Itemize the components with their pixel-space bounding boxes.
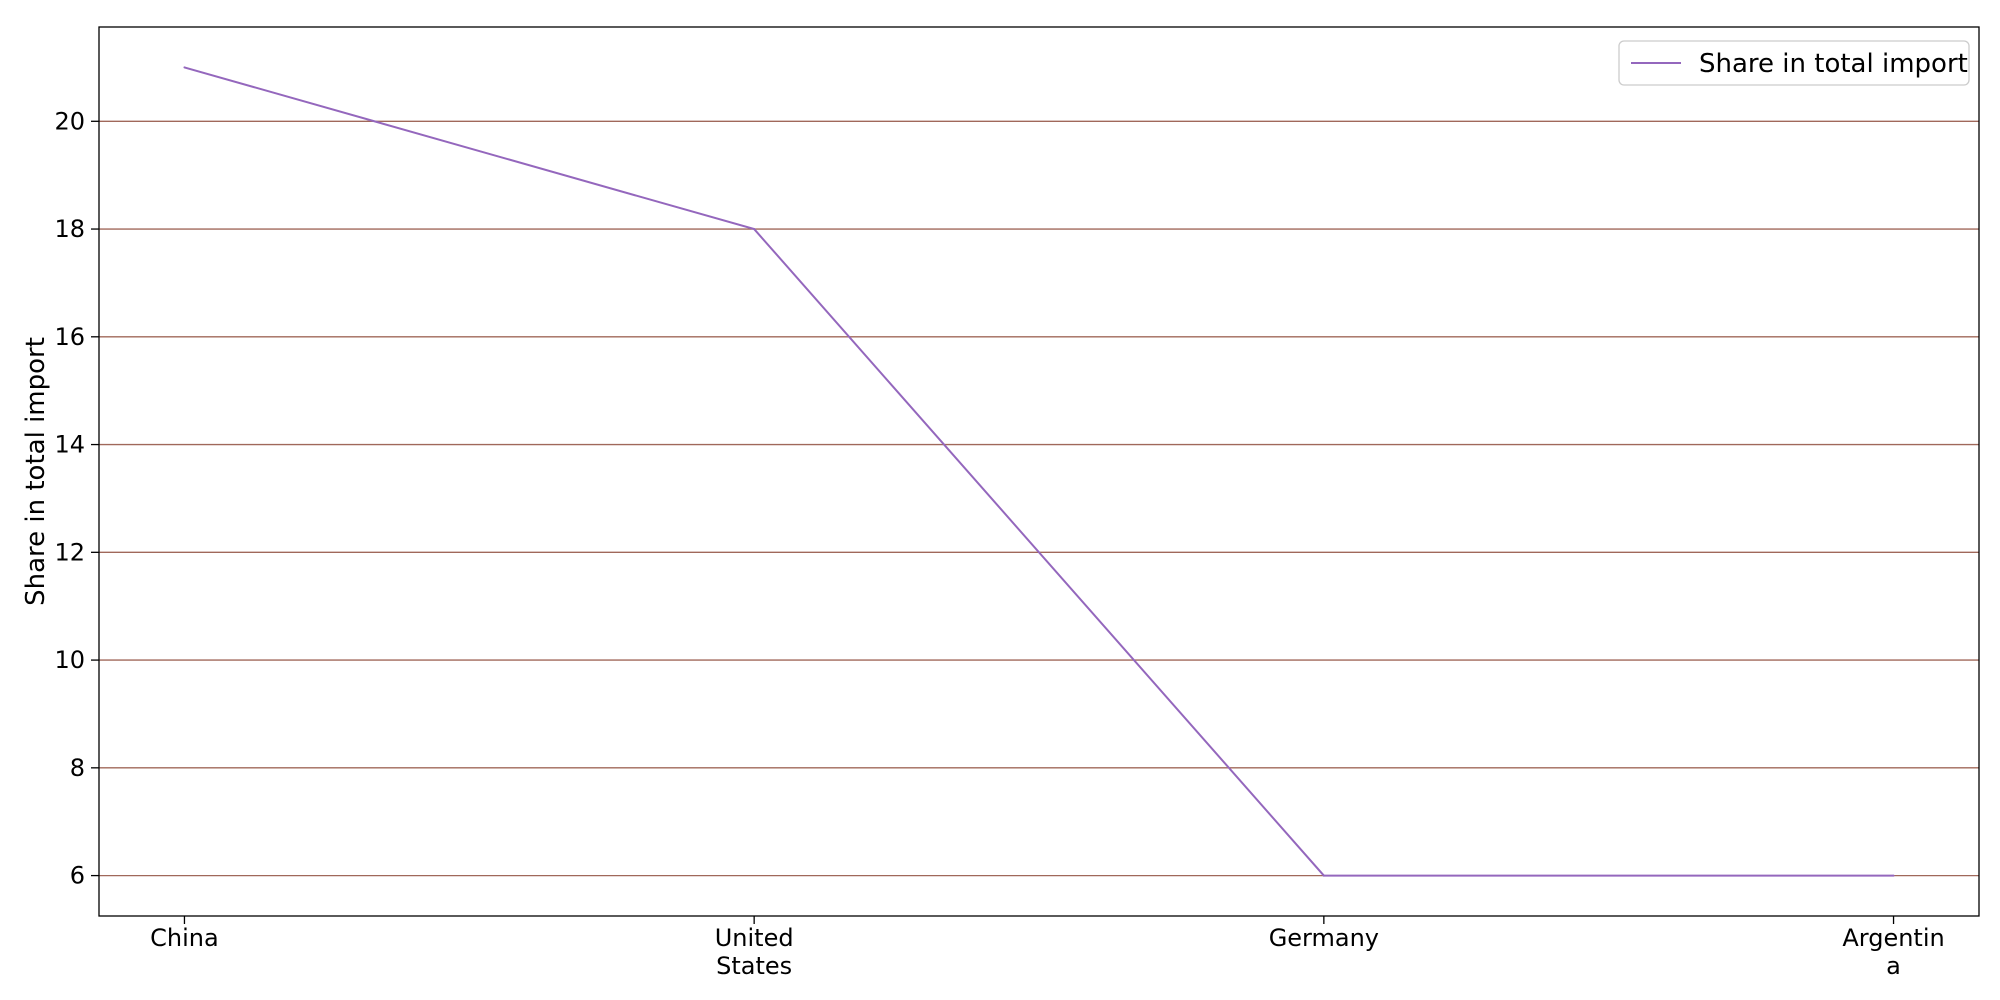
data-point: [183, 66, 186, 69]
legend: Share in total import: [1618, 40, 1970, 86]
y-tick-label: 10: [54, 646, 85, 674]
y-axis-label: Share in total import: [21, 337, 51, 606]
y-tick-label: 16: [54, 323, 85, 351]
legend-box: [1618, 40, 1970, 86]
data-point: [753, 228, 756, 231]
x-tick-label: Argentin a: [1842, 924, 1944, 980]
data-point: [1322, 874, 1325, 877]
y-tick-label: 14: [54, 431, 85, 459]
y-tick-label: 12: [54, 538, 85, 566]
x-tick-label: United States: [715, 924, 794, 980]
x-tick-label: China: [150, 924, 219, 952]
y-tick-label: 6: [70, 862, 85, 890]
y-gridlines: [99, 120, 1979, 877]
x-ticks: China United States Germany Argentin a: [150, 916, 1945, 980]
series-layer: [183, 66, 1895, 877]
data-point: [1892, 874, 1895, 877]
x-tick-label: Germany: [1269, 924, 1379, 952]
y-tick-label: 8: [70, 754, 85, 782]
series-line: [184, 66, 1894, 877]
y-tick-label: 18: [54, 215, 85, 243]
y-tick-label: 20: [54, 107, 85, 135]
y-ticks: 6 8 10 12 14 16 18 20: [54, 107, 99, 890]
legend-label: Share in total import: [1699, 49, 1968, 79]
plot-frame: [98, 26, 1980, 917]
